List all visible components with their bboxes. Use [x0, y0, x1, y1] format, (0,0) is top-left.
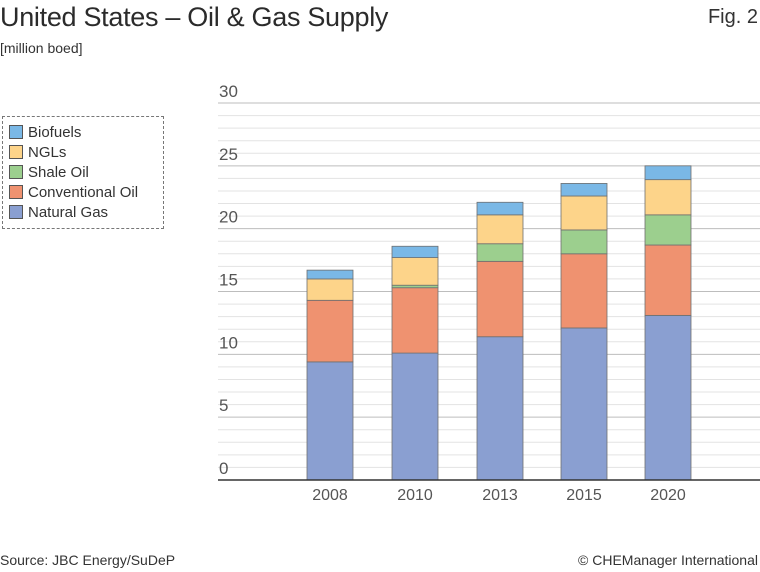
legend-item-ngls: NGLs — [9, 142, 163, 162]
y-tick-label: 15 — [219, 271, 238, 290]
bar-segment-biofuels-2013 — [476, 201, 524, 216]
legend-label-natural-gas: Natural Gas — [28, 203, 109, 221]
figure-label: Fig. 2 — [707, 6, 758, 28]
copyright-note: © CHEManager International — [578, 552, 758, 568]
x-tick-label: 2008 — [312, 487, 348, 504]
bar-segment-conventional-oil-2013 — [476, 260, 524, 338]
bar-segment-ngls-2020 — [644, 179, 692, 216]
x-tick-label: 2010 — [397, 487, 433, 504]
legend-label-shale-oil: Shale Oil — [28, 163, 89, 181]
x-axis-tick-labels: 2008 2010 2013 2015 2020 — [312, 487, 686, 504]
x-tick-label: 2015 — [566, 487, 602, 504]
legend-swatch-ngls — [9, 145, 23, 159]
legend: Biofuels NGLs Shale Oil Conventional Oil… — [2, 116, 164, 229]
bar-segment-biofuels-2020 — [644, 165, 692, 181]
bar-segment-natural-gas-2008 — [306, 361, 354, 481]
unit-label: [million boed] — [0, 40, 83, 56]
bar-segment-natural-gas-2010 — [391, 352, 439, 481]
bar-segment-biofuels-2015 — [560, 183, 608, 197]
bars — [306, 165, 692, 481]
y-axis-tick-labels: 0 5 10 15 20 25 30 — [219, 82, 238, 478]
bar-segment-ngls-2008 — [306, 278, 354, 301]
bar-segment-shale-oil-2020 — [644, 214, 692, 246]
x-tick-label: 2013 — [482, 487, 518, 504]
bar-segment-ngls-2010 — [391, 257, 439, 286]
y-tick-label: 5 — [219, 396, 228, 415]
y-tick-label: 25 — [219, 145, 238, 164]
y-tick-label: 0 — [219, 459, 228, 478]
y-tick-label: 30 — [219, 82, 238, 101]
legend-item-conventional-oil: Conventional Oil — [9, 182, 163, 202]
legend-label-conventional-oil: Conventional Oil — [28, 183, 139, 201]
bar-segment-biofuels-2010 — [391, 245, 439, 258]
bar-segment-conventional-oil-2008 — [306, 299, 354, 363]
y-tick-label: 20 — [219, 208, 238, 227]
bar-segment-biofuels-2008 — [306, 269, 354, 280]
bar-segment-conventional-oil-2020 — [644, 244, 692, 316]
bar-segment-ngls-2013 — [476, 214, 524, 245]
x-tick-label: 2020 — [650, 487, 686, 504]
legend-swatch-shale-oil — [9, 165, 23, 179]
bar-segment-conventional-oil-2015 — [560, 253, 608, 329]
y-tick-label: 10 — [219, 333, 238, 352]
bar-segment-ngls-2015 — [560, 195, 608, 231]
bar-segment-natural-gas-2020 — [644, 314, 692, 481]
bar-segment-natural-gas-2015 — [560, 327, 608, 481]
legend-swatch-biofuels — [9, 125, 23, 139]
legend-swatch-conventional-oil — [9, 185, 23, 199]
legend-swatch-natural-gas — [9, 205, 23, 219]
source-note: Source: JBC Energy/SuDeP — [0, 552, 176, 568]
bar-segment-natural-gas-2013 — [476, 336, 524, 481]
bar-segment-shale-oil-2015 — [560, 229, 608, 255]
legend-item-biofuels: Biofuels — [9, 122, 163, 142]
legend-label-ngls: NGLs — [28, 143, 67, 161]
legend-item-shale-oil: Shale Oil — [9, 162, 163, 182]
chart-title: United States – Oil & Gas Supply — [0, 2, 389, 32]
legend-label-biofuels: Biofuels — [28, 123, 82, 141]
bar-segment-conventional-oil-2010 — [391, 287, 439, 354]
bar-segment-shale-oil-2013 — [476, 243, 524, 262]
legend-item-natural-gas: Natural Gas — [9, 202, 163, 222]
